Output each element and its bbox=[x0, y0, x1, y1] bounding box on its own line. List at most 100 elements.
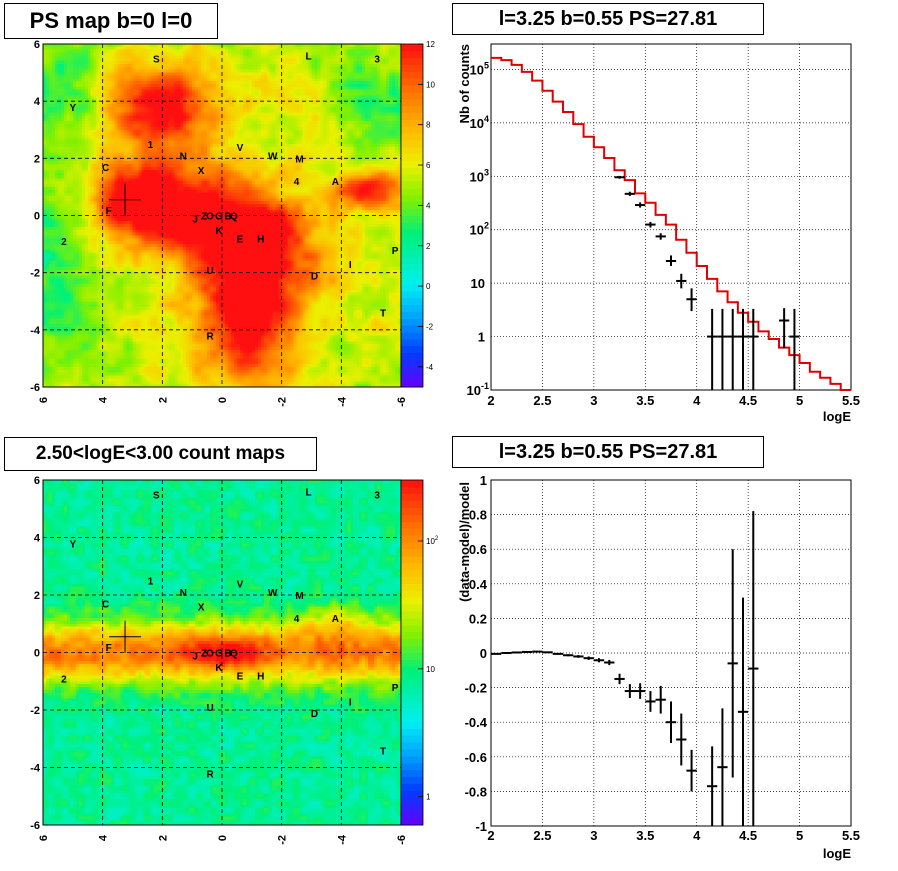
map-2-ytick: 0 bbox=[34, 648, 40, 660]
spectrum-point bbox=[614, 176, 624, 179]
spectrum-point bbox=[779, 308, 789, 348]
residual-xtick: 4.5 bbox=[739, 828, 757, 843]
spectrum-point bbox=[635, 202, 645, 207]
source-label: F bbox=[106, 206, 112, 217]
residual-ytick: 0 bbox=[480, 646, 487, 661]
map-2-xtick: -6 bbox=[396, 835, 408, 845]
source-label: W bbox=[268, 588, 278, 599]
spectrum-ylabel: Nb of counts bbox=[457, 44, 472, 123]
spectrum-ytick: 10-1 bbox=[467, 381, 489, 398]
map-2-ytick: 6 bbox=[34, 475, 40, 487]
source-label: I bbox=[349, 260, 352, 271]
residual-point bbox=[686, 750, 696, 792]
source-label: U bbox=[206, 266, 213, 277]
source-label: U bbox=[206, 703, 213, 714]
source-label: M bbox=[295, 591, 303, 602]
source-label: 1 bbox=[148, 140, 154, 151]
spectrum-xtick: 2 bbox=[487, 393, 494, 408]
map-2-xtick: 6 bbox=[38, 835, 50, 841]
map-0-xtick: -4 bbox=[336, 396, 348, 407]
residual-point bbox=[491, 654, 501, 655]
source-label: A bbox=[332, 614, 339, 625]
map-0-xtick: -2 bbox=[277, 397, 289, 407]
map-0-ytick: 0 bbox=[34, 211, 40, 223]
residual-point bbox=[573, 655, 583, 658]
residual-point bbox=[594, 658, 604, 662]
source-label: Q bbox=[230, 212, 238, 223]
spectrum-frame bbox=[491, 44, 851, 390]
residual-point bbox=[532, 651, 542, 652]
source-label: J bbox=[192, 214, 198, 225]
residual-point bbox=[676, 714, 686, 766]
residual-ytick: -0.4 bbox=[465, 715, 488, 730]
source-label: G bbox=[215, 649, 223, 660]
residual-point bbox=[717, 708, 727, 826]
residual-point bbox=[614, 674, 624, 684]
map-2-colorbar bbox=[401, 480, 423, 825]
spectrum-point bbox=[666, 255, 676, 265]
source-label: P bbox=[392, 683, 399, 694]
residual-xtick: 2.5 bbox=[533, 828, 551, 843]
residual-xtick: 4 bbox=[693, 828, 701, 843]
residual-ytick: -0.2 bbox=[465, 681, 487, 696]
source-label: N bbox=[180, 151, 187, 162]
residual-point bbox=[553, 653, 563, 655]
source-label: G bbox=[215, 212, 223, 223]
source-label: E bbox=[237, 234, 244, 245]
residual-point bbox=[604, 660, 614, 665]
source-label: O bbox=[206, 649, 214, 660]
map-2-ytick: -6 bbox=[30, 820, 40, 832]
residual-point bbox=[656, 686, 666, 714]
residual-point bbox=[645, 691, 655, 712]
residual-point bbox=[563, 654, 573, 656]
source-label: E bbox=[237, 672, 244, 683]
residual-point bbox=[512, 652, 522, 653]
map-0-ztick: 10 bbox=[426, 80, 435, 89]
map-0-xtick: 6 bbox=[38, 397, 50, 403]
source-label: J bbox=[192, 651, 198, 662]
map-0-xtick: 4 bbox=[98, 396, 110, 403]
source-label: W bbox=[268, 151, 278, 162]
map-0-ztick: 8 bbox=[426, 121, 431, 130]
residual-xtick: 5 bbox=[796, 828, 803, 843]
residual-ytick: -0.6 bbox=[465, 750, 487, 765]
source-label: R bbox=[206, 769, 214, 780]
map-0-ztick: 6 bbox=[426, 161, 431, 170]
source-label: X bbox=[198, 603, 205, 614]
residual-xtick: 2 bbox=[487, 828, 494, 843]
source-label: 4 bbox=[294, 177, 300, 188]
spectrum-point bbox=[789, 309, 799, 390]
source-label: 1 bbox=[148, 577, 154, 588]
map-2-xtick: 4 bbox=[98, 834, 110, 841]
source-label: A bbox=[332, 177, 339, 188]
residual-xtick: 3 bbox=[590, 828, 597, 843]
source-label: 2 bbox=[61, 674, 67, 685]
source-label: Y bbox=[69, 539, 76, 550]
map-0-ytick: 6 bbox=[34, 39, 40, 51]
spectrum-xlabel: logE bbox=[823, 409, 851, 424]
source-label: R bbox=[206, 332, 214, 343]
map-2-xtick: 2 bbox=[157, 835, 169, 841]
source-label: C bbox=[102, 163, 109, 174]
map-0-ztick: 2 bbox=[426, 242, 431, 251]
source-label: P bbox=[392, 246, 399, 257]
residual-point bbox=[522, 651, 532, 652]
spectrum-xtick: 4 bbox=[693, 393, 701, 408]
spectrum-xtick: 4.5 bbox=[739, 393, 757, 408]
source-label: L bbox=[305, 488, 311, 499]
residual-xlabel: logE bbox=[823, 846, 851, 861]
map-0-ytick: -2 bbox=[30, 268, 40, 280]
spectrum-xtick: 5.5 bbox=[842, 393, 860, 408]
source-label: N bbox=[180, 588, 187, 599]
map-2-xtick: 0 bbox=[217, 835, 229, 841]
residual-panel: 2 2.5 3 3.5 4 4.5 5 5.5-1-0.8-0.6-0.4-0.200.20.… bbox=[457, 473, 860, 861]
residual-xtick: 3.5 bbox=[636, 828, 654, 843]
residual-ytick: -0.8 bbox=[465, 784, 487, 799]
spectrum-point bbox=[625, 192, 635, 196]
spectrum-point bbox=[656, 233, 666, 239]
source-label: S bbox=[153, 490, 160, 501]
source-label: 3 bbox=[374, 490, 380, 501]
source-label: L bbox=[305, 51, 311, 62]
